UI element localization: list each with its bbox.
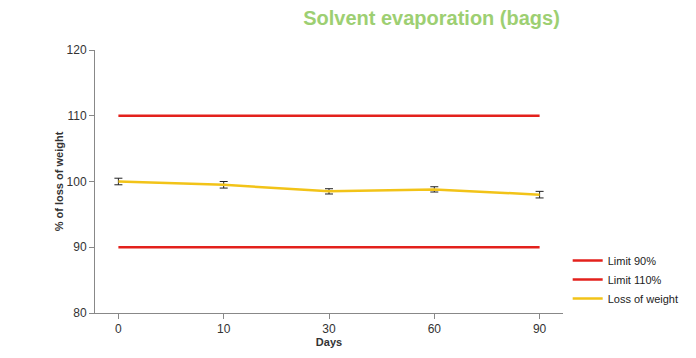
svg-text:Days: Days	[316, 336, 342, 348]
svg-text:10: 10	[217, 322, 231, 336]
svg-text:90: 90	[73, 240, 87, 254]
svg-text:Loss of weight: Loss of weight	[608, 293, 678, 305]
svg-text:120: 120	[67, 43, 87, 57]
svg-text:Solvent evaporation (bags): Solvent evaporation (bags)	[303, 7, 560, 29]
svg-text:80: 80	[73, 306, 87, 320]
svg-text:60: 60	[428, 322, 442, 336]
svg-text:Limit 90%: Limit 90%	[608, 255, 657, 267]
svg-text:% of loss of weight: % of loss of weight	[53, 131, 65, 231]
svg-text:90: 90	[533, 322, 547, 336]
svg-text:100: 100	[67, 175, 87, 189]
svg-text:0: 0	[115, 322, 122, 336]
svg-text:110: 110	[67, 109, 86, 123]
svg-text:30: 30	[322, 322, 336, 336]
svg-text:Limit 110%: Limit 110%	[608, 274, 662, 286]
